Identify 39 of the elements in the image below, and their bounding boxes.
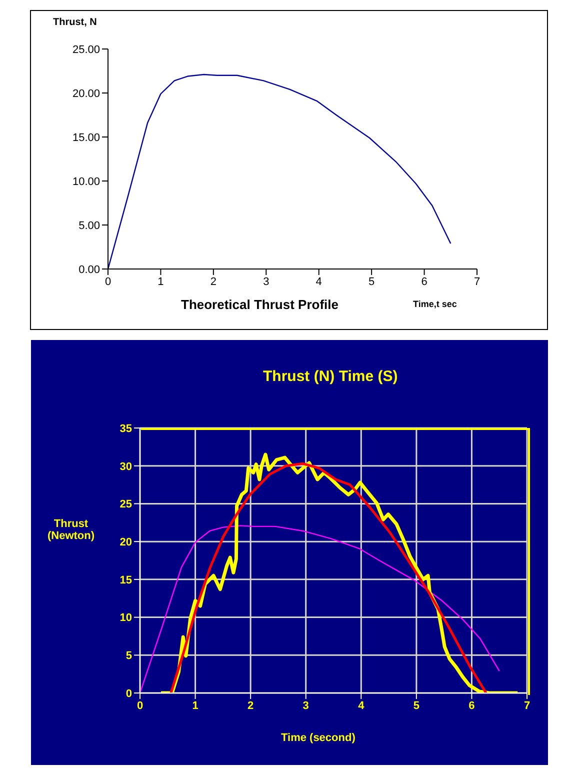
y-axis-title: Thrust (Newton): [46, 518, 96, 542]
x-tick-label: 1: [158, 276, 164, 288]
line-series: [140, 525, 500, 693]
x-tick-label: 3: [263, 276, 270, 288]
x-tick-label: 5: [413, 700, 420, 712]
x-tick-label: 2: [248, 700, 254, 712]
y-tick-label: 25: [120, 498, 132, 511]
y-tick-label: 0.00: [78, 264, 100, 276]
y-tick-label: 10: [120, 612, 132, 624]
y-tick-label: 20.00: [72, 88, 100, 100]
x-tick-label: 4: [316, 276, 322, 288]
y-tick-label: 30: [120, 460, 132, 473]
y-tick-label: 10.00: [72, 176, 100, 188]
x-tick-label: 1: [192, 700, 198, 712]
y-tick-label: 0: [126, 688, 132, 700]
y-tick-label: 35: [120, 422, 132, 435]
y-tick-label: 5: [126, 650, 132, 662]
x-tick-label: 0: [104, 276, 112, 288]
x-tick-label: 5: [368, 276, 375, 288]
line-series: [108, 74, 452, 269]
x-tick-label: 4: [358, 700, 366, 712]
x-axis-title: Time,t sec: [413, 299, 457, 309]
x-tick-label: 0: [136, 700, 144, 712]
x-tick-label: 3: [302, 700, 309, 712]
y-tick-label: 5.00: [78, 220, 100, 232]
y-tick-label: 20: [120, 536, 132, 548]
y-tick-label: 25.00: [72, 44, 100, 56]
text: Theoretical Thrust Profile: [181, 297, 338, 312]
x-tick-label: 7: [474, 276, 480, 288]
y-tick-label: 15.00: [72, 132, 100, 144]
chart-title: Thrust (N) Time (S): [263, 368, 398, 385]
y-axis-title: Thrust, N: [53, 17, 97, 28]
x-tick-label: 7: [524, 700, 530, 712]
x-tick-label: 2: [210, 276, 216, 288]
y-tick-label: 15: [120, 574, 132, 586]
x-tick-label: 6: [421, 276, 428, 288]
x-axis-title: Time (second): [281, 732, 356, 744]
line-series: [170, 462, 488, 693]
x-tick-label: 6: [468, 700, 475, 712]
